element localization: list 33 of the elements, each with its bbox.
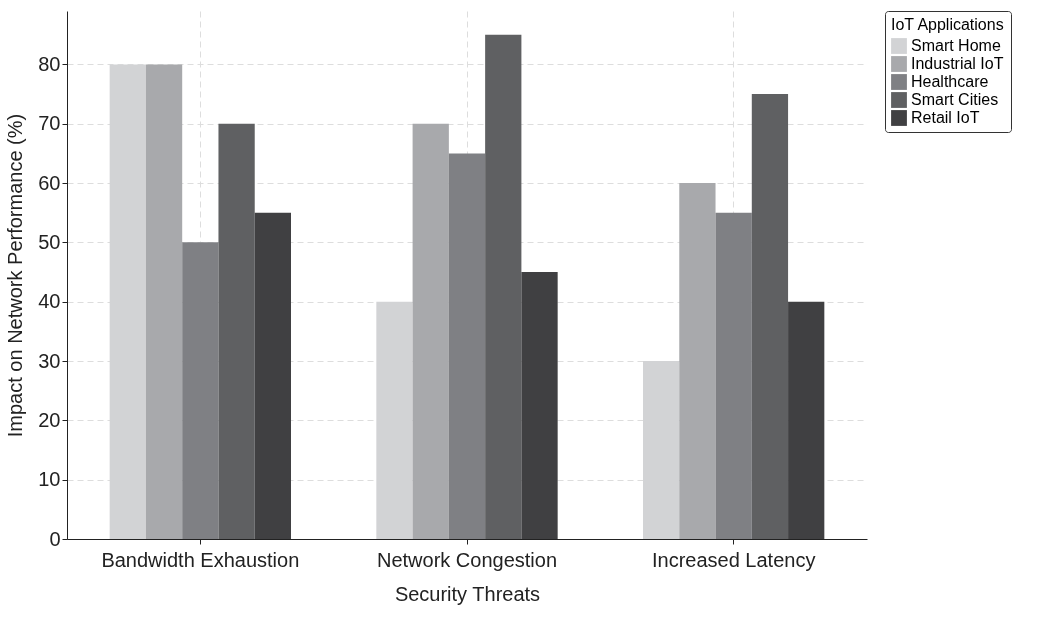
y-tick-label: 70 — [38, 112, 61, 135]
bar — [376, 301, 413, 539]
legend-label: Retail IoT — [911, 109, 980, 126]
bar — [788, 301, 825, 539]
legend-label: Industrial IoT — [911, 55, 1004, 72]
bar — [218, 123, 255, 539]
bar — [485, 34, 522, 539]
bar — [679, 183, 716, 539]
y-tick-label: 40 — [38, 290, 61, 313]
legend-label: Healthcare — [911, 73, 989, 90]
bar — [182, 242, 219, 539]
y-tick-label: 80 — [38, 52, 61, 75]
bar — [715, 212, 752, 539]
bar — [412, 123, 449, 539]
legend-label: Smart Home — [911, 37, 1001, 54]
x-axis-title: Security Threats — [394, 582, 541, 605]
y-tick-label: 0 — [49, 527, 61, 550]
bar — [751, 94, 789, 539]
y-axis-title: Impact on Network Performance (%) — [4, 113, 27, 438]
y-tick-label: 20 — [38, 408, 61, 431]
bar — [448, 153, 486, 539]
legend-title: IoT Applications — [891, 16, 1004, 33]
bar — [145, 64, 183, 539]
x-tick-label: Bandwidth Exhaustion — [101, 548, 300, 571]
x-tick-label: Increased Latency — [651, 548, 816, 571]
y-tick-label: 60 — [38, 171, 61, 194]
bar — [521, 272, 558, 539]
bar — [254, 212, 291, 539]
y-tick-label: 50 — [38, 230, 61, 253]
y-tick-label: 30 — [38, 349, 61, 372]
y-tick-label: 10 — [38, 468, 61, 491]
x-tick-label: Network Congestion — [376, 548, 558, 571]
legend-label: Smart Cities — [911, 91, 999, 108]
